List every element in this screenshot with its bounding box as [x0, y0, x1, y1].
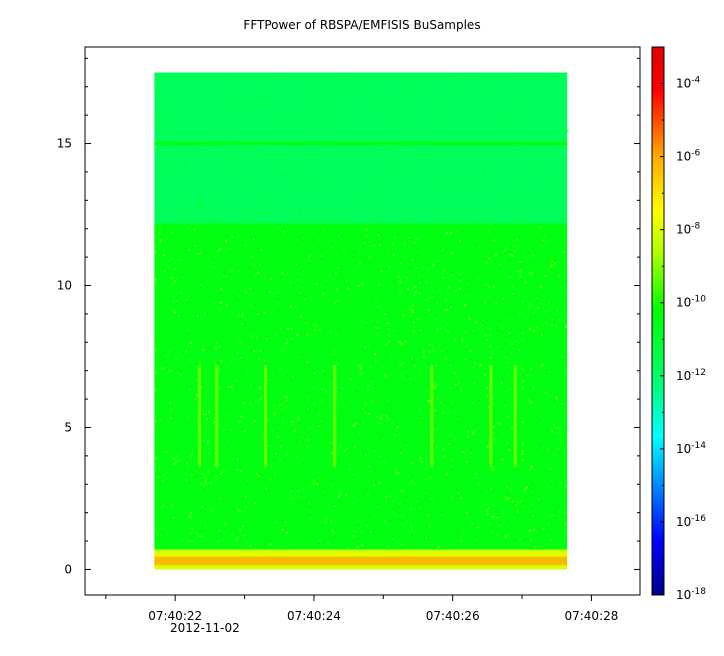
y-tick-label: 10: [57, 279, 72, 293]
spectrogram-image: [154, 72, 569, 570]
x-tick-label: 07:40:24: [287, 609, 341, 623]
colorbar-axis: 10-18 10-16 10-14 10-12 10-10 10-8 10-6 10-4: [660, 46, 706, 602]
burst: [489, 365, 493, 468]
colorbar-tick-label: 10-16: [676, 514, 706, 529]
spectrogram-texture: [154, 75, 569, 549]
x-axis: 07:40:22 07:40:24 07:40:26 07:40:28: [105, 595, 618, 623]
y-tick-label: 15: [57, 137, 72, 151]
x-tick-label: 07:40:28: [564, 609, 618, 623]
colorbar-tick-label: 10-8: [676, 222, 701, 237]
colorbar-tick-label: 10-18: [676, 587, 706, 602]
burst: [430, 365, 434, 468]
colorbar-tick-label: 10-6: [676, 149, 701, 164]
y-tick-label: 0: [64, 562, 72, 576]
y-tick-label: 5: [64, 420, 72, 434]
colorbar-tick-label: 10-4: [676, 76, 701, 91]
colorbar-tick-label: 10-10: [676, 295, 706, 310]
x-tick-label: 07:40:22: [148, 609, 202, 623]
colorbar-tick-label: 10-12: [676, 368, 706, 383]
colorbar: [651, 46, 665, 596]
band-upper: [154, 72, 568, 224]
band-line: [154, 142, 568, 145]
plot-frame: [84, 46, 641, 596]
chart-title: FFTPower of RBSPA/EMFISIS BuSamples: [243, 18, 481, 32]
colorbar-tick-label: 10-14: [676, 441, 706, 456]
burst: [513, 365, 517, 468]
burst: [197, 365, 201, 468]
burst: [333, 365, 337, 468]
band-low-core: [154, 556, 568, 566]
y-axis: 0 5 10 15: [57, 57, 640, 576]
burst: [215, 365, 219, 468]
burst: [263, 365, 267, 468]
x-tick-label: 07:40:26: [426, 609, 480, 623]
x-date-label: 2012-11-02: [170, 621, 240, 635]
